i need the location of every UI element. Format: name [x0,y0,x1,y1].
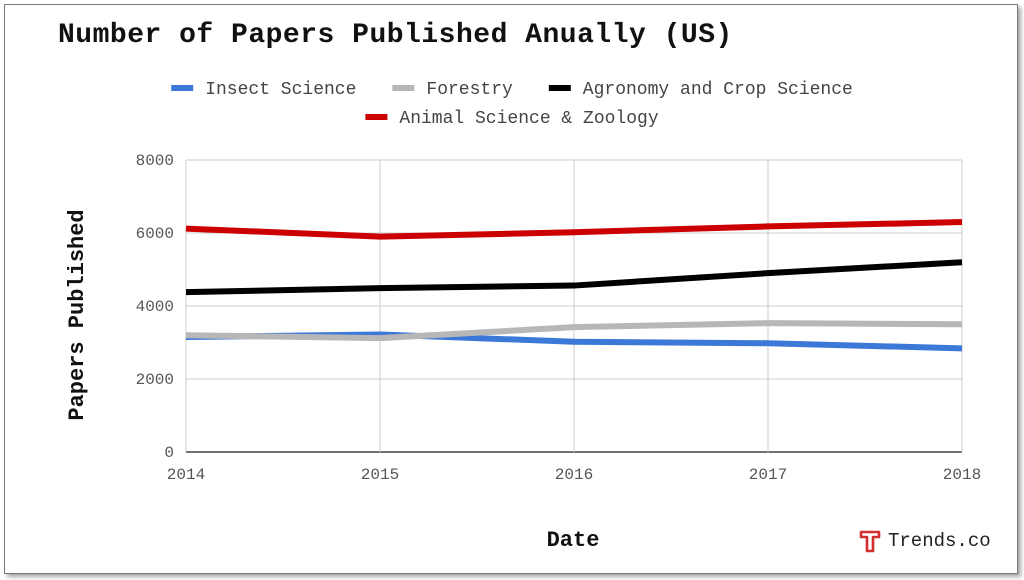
legend-label: Insect Science [205,80,356,100]
legend-swatch [548,85,571,91]
y-tick-label: 0 [164,444,174,462]
legend-swatch [392,85,415,91]
y-tick-label: 2000 [136,371,174,389]
legend-swatch [171,85,194,91]
legend-label: Agronomy and Crop Science [583,80,853,100]
y-tick-label: 8000 [136,152,174,170]
legend-label: Forestry [426,80,513,100]
x-tick-label: 2015 [361,466,399,484]
series-line [185,259,963,296]
brand-name: Trends.co [888,530,991,552]
y-axis-title: Papers Published [65,209,90,420]
series-line [185,219,963,240]
x-tick-label: 2017 [749,466,787,484]
x-tick-label: 2018 [943,466,981,484]
trends-logo-icon [859,530,881,553]
legend-label: Animal Science & Zoology [399,109,658,129]
brand: Trends.co [858,528,991,554]
chart-title: Number of Papers Published Anually (US) [58,20,733,51]
x-tick-label: 2016 [555,466,593,484]
y-tick-label: 4000 [136,298,174,316]
legend-swatch [365,114,388,120]
y-tick-label: 6000 [136,225,174,243]
series-line [185,320,963,342]
x-tick-label: 2014 [167,466,205,484]
x-axis-title: Date [547,528,600,553]
